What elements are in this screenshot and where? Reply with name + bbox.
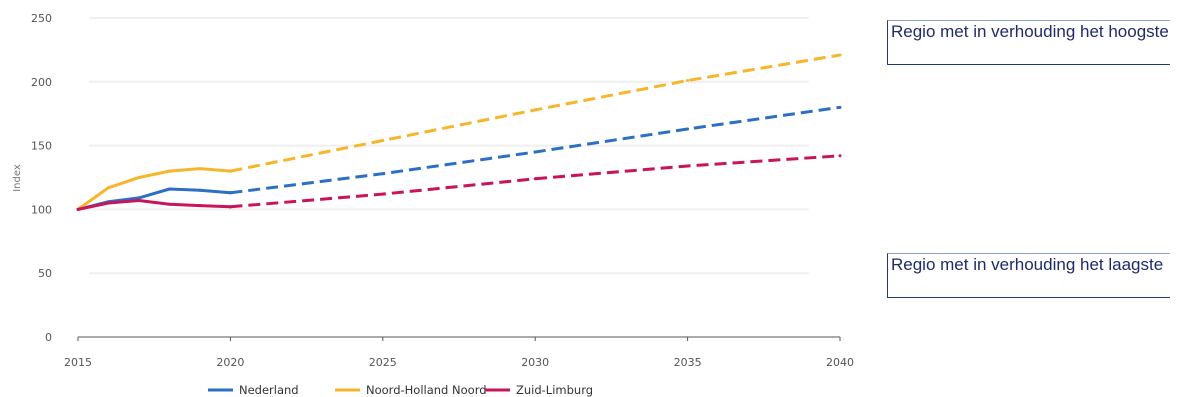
series-point <box>228 169 232 173</box>
series-point <box>137 198 141 202</box>
y-axis-ticks: 0 50 100 150 200 250 <box>31 12 52 344</box>
series-point <box>106 186 110 190</box>
series-point <box>167 169 171 173</box>
x-tick-label: 2020 <box>216 356 244 369</box>
series-point <box>167 202 171 206</box>
series-point <box>381 172 385 176</box>
series-point <box>838 53 842 57</box>
series-point <box>686 127 690 131</box>
series-point <box>533 108 537 112</box>
legend-label: Zuid-Limburg <box>516 383 593 397</box>
series-point <box>533 150 537 154</box>
series-point <box>533 177 537 181</box>
series-line-historical <box>76 199 232 211</box>
series-point <box>228 205 232 209</box>
series-point <box>381 138 385 142</box>
x-tick-label: 2015 <box>64 356 92 369</box>
series-point <box>838 105 842 109</box>
line-chart: 0 50 100 150 200 250 2015 2020 2025 2030 2035 2040… <box>12 12 854 397</box>
y-tick-label: 0 <box>45 331 52 344</box>
x-tick-label: 2035 <box>674 356 702 369</box>
y-tick-label: 200 <box>31 76 52 89</box>
y-axis-label: Index <box>12 164 23 192</box>
series-point <box>137 196 141 200</box>
series-point <box>167 187 171 191</box>
legend-label: Nederland <box>239 383 299 397</box>
legend-label: Noord-Holland Noord <box>366 383 487 397</box>
y-tick-label: 100 <box>31 203 52 216</box>
annotation-highest: Regio met in verhouding het hoogste <box>887 20 1170 65</box>
y-tick-label: 250 <box>31 12 52 25</box>
series-line-projection <box>230 53 841 173</box>
chart-legend: Nederland Noord-Holland Noord Zuid-Limburg <box>208 383 593 397</box>
series-point <box>198 167 202 171</box>
series-point <box>76 207 80 211</box>
x-axis: 2015 2020 2025 2030 2035 2040 <box>64 336 854 369</box>
series-point <box>198 204 202 208</box>
series-point <box>106 201 110 205</box>
x-tick-label: 2025 <box>369 356 397 369</box>
series-line-historical <box>76 167 232 211</box>
series-point <box>686 79 690 83</box>
annotation-lowest: Regio met in verhouding het laagste <box>887 253 1170 298</box>
x-tick-label: 2040 <box>826 356 854 369</box>
x-tick-label: 2030 <box>521 356 549 369</box>
series-point <box>198 188 202 192</box>
y-tick-label: 150 <box>31 140 52 153</box>
series-point <box>228 191 232 195</box>
chart-grid <box>89 17 809 275</box>
series-point <box>838 154 842 158</box>
y-tick-label: 50 <box>38 267 52 280</box>
chart-series <box>76 53 842 211</box>
series-point <box>686 164 690 168</box>
series-point <box>381 192 385 196</box>
series-point <box>137 176 141 179</box>
